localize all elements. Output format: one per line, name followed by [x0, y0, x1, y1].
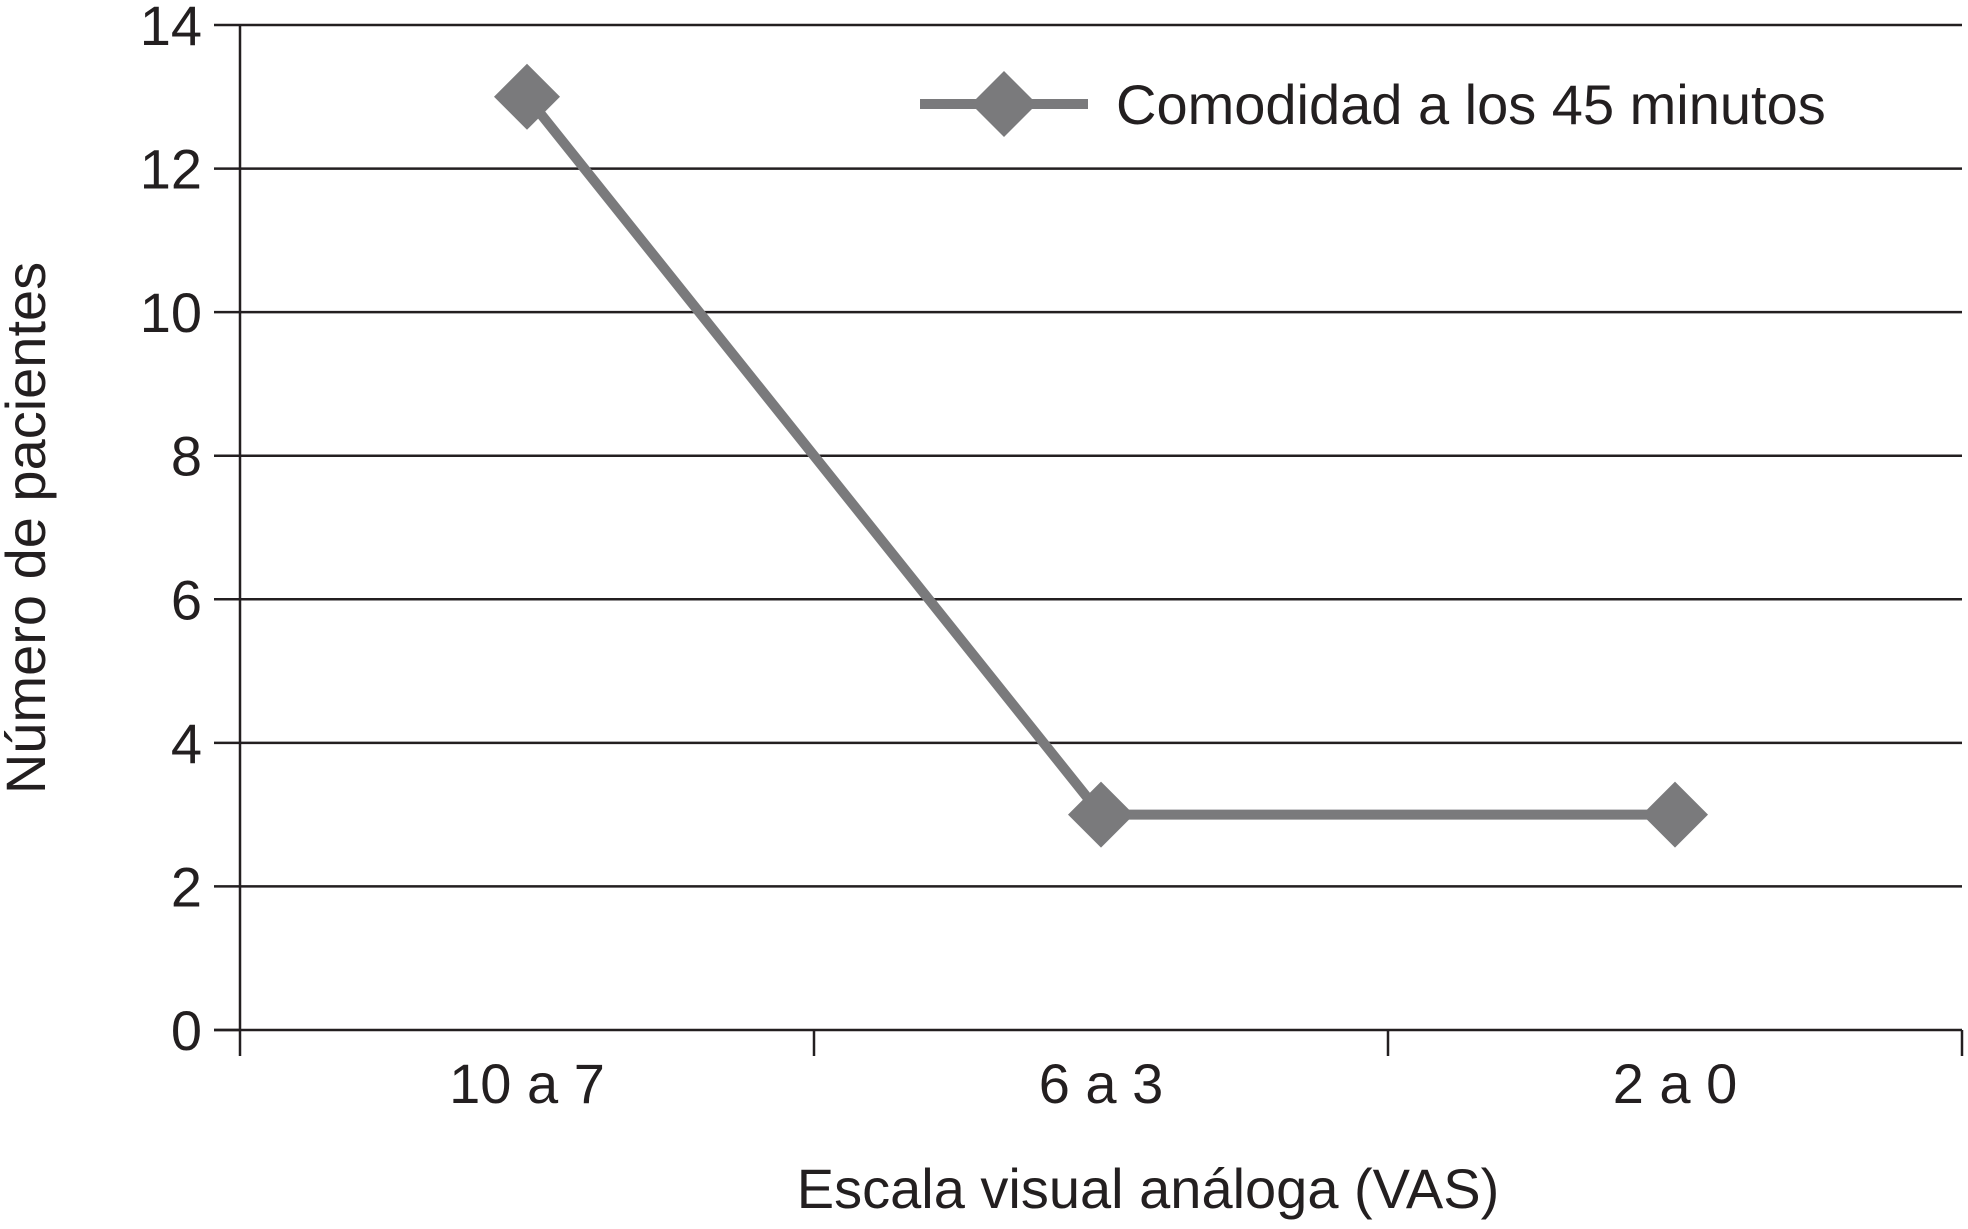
data-point-0-0 [494, 63, 560, 130]
y-tick-label-6: 6 [171, 568, 202, 631]
y-tick-label-10: 10 [140, 281, 202, 344]
y-axis-title: Número de pacientes [0, 262, 57, 794]
y-tick-label-2: 2 [171, 855, 202, 918]
x-tick-labels: 10 a 7 6 a 3 2 a 0 [449, 1052, 1737, 1115]
x-tick-label-1: 6 a 3 [1039, 1052, 1164, 1115]
y-tick-label-0: 0 [171, 999, 202, 1062]
gridlines [240, 23, 1962, 888]
x-axis-title: Escala visual análoga (VAS) [797, 1157, 1499, 1220]
y-tick-label-4: 4 [171, 712, 202, 775]
y-tick-label-14: 14 [140, 0, 202, 57]
axes [214, 23, 1964, 1056]
y-tick-label-8: 8 [171, 425, 202, 488]
legend-label-0: Comodidad a los 45 minutos [1116, 73, 1826, 136]
y-tick-label-12: 12 [140, 138, 202, 201]
y-tick-labels: 0 2 4 6 8 10 12 14 [140, 0, 202, 1062]
legend: Comodidad a los 45 minutos [920, 71, 1826, 137]
x-tick-label-2: 2 a 0 [1613, 1052, 1738, 1115]
x-tick-label-0: 10 a 7 [449, 1052, 605, 1115]
data-point-0-2 [1642, 781, 1708, 848]
series-markers [494, 63, 1708, 848]
data-point-0-1 [1068, 781, 1134, 848]
legend-marker-0 [971, 71, 1037, 137]
